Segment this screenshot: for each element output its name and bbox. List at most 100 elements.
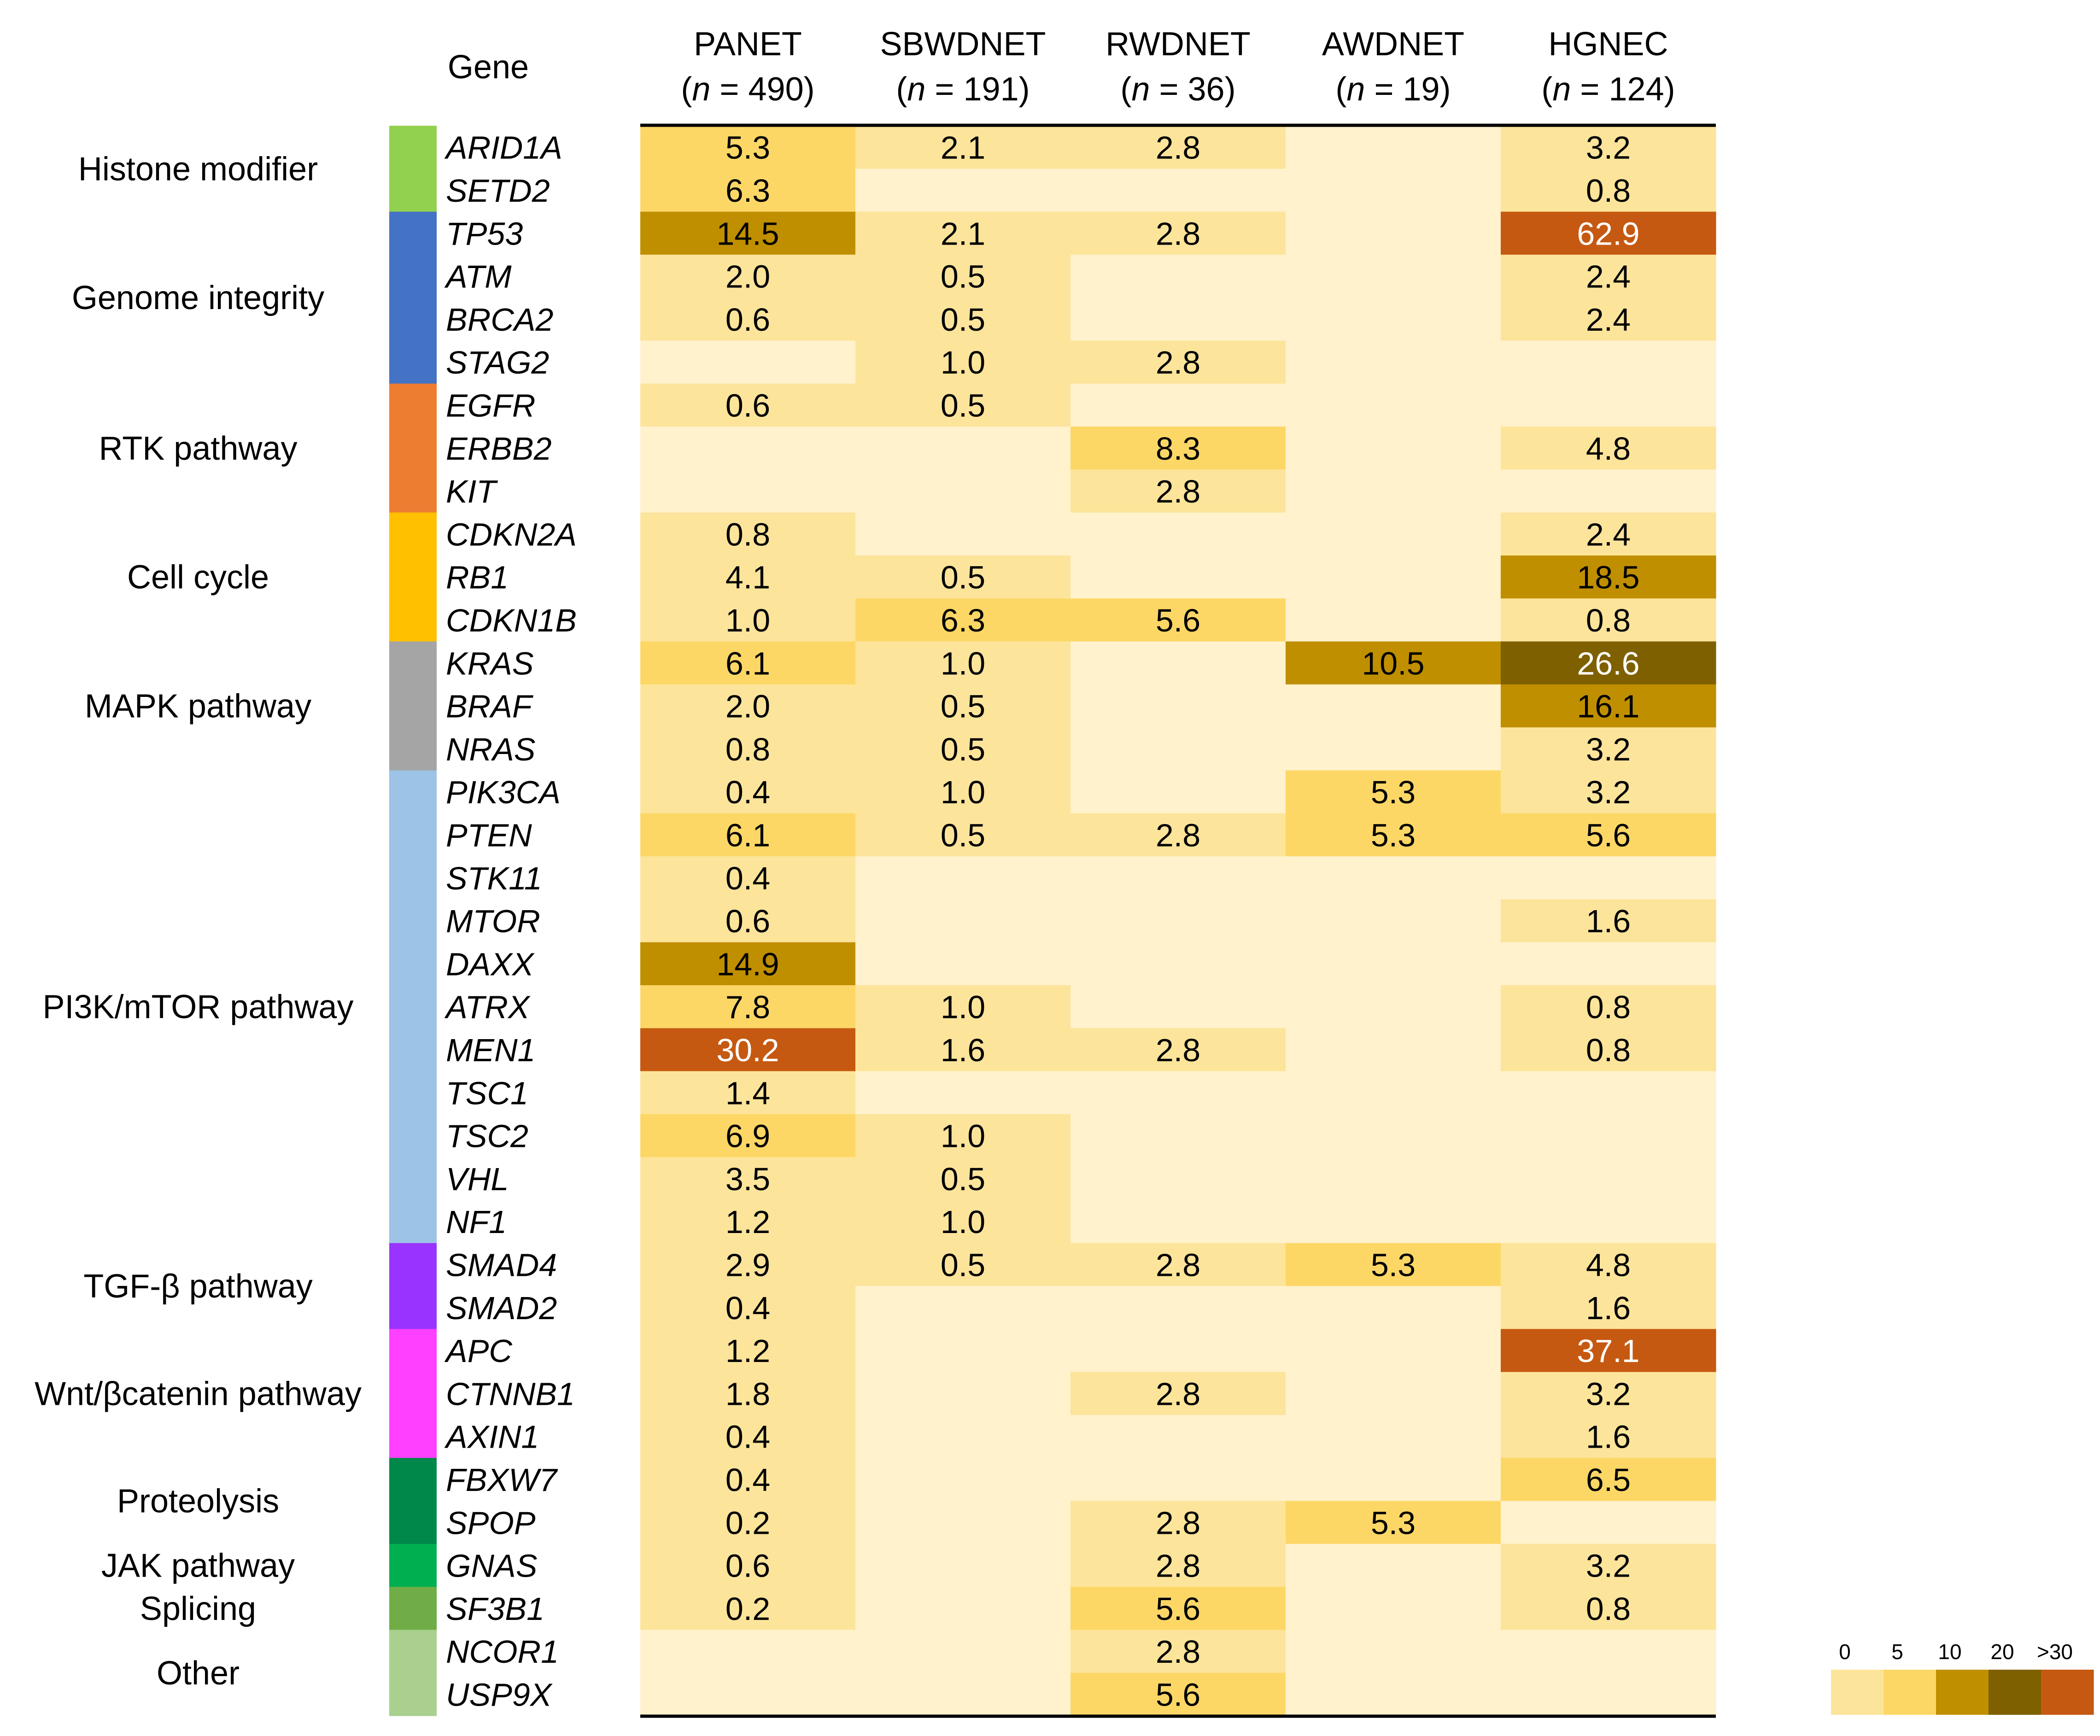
cell-stk11-panet (640, 856, 856, 900)
cell-apc-rwdnet (1070, 1329, 1286, 1373)
cell-setd2-sbwdnet (855, 169, 1071, 212)
category-labels: Histone modifier Genome integrity RTK path… (35, 151, 362, 1692)
cell-fbxw7-panet (640, 1458, 856, 1502)
cell-kras-hgnec (1501, 641, 1716, 685)
gene-label-pten: PTEN (446, 817, 532, 853)
cell-kras-sbwdnet (855, 641, 1071, 685)
category-bar-splicing (389, 1587, 437, 1631)
cell-pik3ca-sbwdnet (855, 770, 1071, 814)
cell-mtor-rwdnet (1070, 899, 1286, 943)
category-bar-genome-integrity (389, 211, 437, 384)
value-kras-hgnec: 26.6 (1577, 645, 1639, 681)
cell-spop-awdnet (1286, 1501, 1501, 1544)
cell-stk11-awdnet (1286, 856, 1501, 900)
gene-label-smad2: SMAD2 (446, 1290, 557, 1326)
legend-label-4: >30 (2037, 1640, 2073, 1664)
cell-sf3b1-sbwdnet (855, 1587, 1071, 1631)
value-tp53-hgnec: 62.9 (1577, 216, 1639, 251)
cell-ncor1-sbwdnet (855, 1630, 1071, 1673)
cell-tsc2-hgnec (1501, 1114, 1716, 1157)
gene-label-atm: ATM (444, 259, 512, 295)
cell-kras-panet (640, 641, 856, 685)
cell-ctnnb1-sbwdnet (855, 1372, 1071, 1415)
category-bar-cell-cycle (389, 512, 437, 642)
cell-cdkn1b-rwdnet (1070, 598, 1286, 642)
cell-atrx-awdnet (1286, 985, 1501, 1029)
cell-nf1-sbwdnet (855, 1200, 1071, 1244)
category-color-bars (389, 126, 437, 1716)
gene-label-setd2: SETD2 (446, 173, 550, 209)
cell-gnas-hgnec (1501, 1543, 1716, 1587)
cell-brca2-panet (640, 298, 856, 341)
value-gnas-hgnec: 3.2 (1586, 1548, 1631, 1584)
cell-axin1-hgnec (1501, 1415, 1716, 1458)
value-apc-panet: 1.2 (725, 1333, 770, 1369)
value-atm-panet: 2.0 (725, 259, 770, 295)
value-arid1a-sbwdnet: 2.1 (941, 130, 985, 166)
cell-tsc1-rwdnet (1070, 1071, 1286, 1115)
cell-brca2-sbwdnet (855, 298, 1071, 341)
cell-rb1-panet (640, 555, 856, 599)
legend-swatch-4 (2041, 1670, 2094, 1715)
cell-egfr-awdnet (1286, 383, 1501, 427)
value-smad2-panet: 0.4 (725, 1290, 770, 1326)
gene-label-rb1: RB1 (446, 560, 509, 596)
cell-atrx-sbwdnet (855, 985, 1071, 1029)
cell-nf1-hgnec (1501, 1200, 1716, 1244)
cell-arid1a-rwdnet (1070, 126, 1286, 169)
value-brca2-sbwdnet: 0.5 (941, 302, 985, 338)
value-cdkn2a-hgnec: 2.4 (1586, 516, 1631, 552)
value-ncor1-rwdnet: 2.8 (1156, 1634, 1200, 1670)
cell-tsc1-awdnet (1286, 1071, 1501, 1115)
cell-smad4-hgnec (1501, 1243, 1716, 1286)
cell-stag2-panet (640, 340, 856, 384)
cell-stag2-rwdnet (1070, 340, 1286, 384)
value-spop-panet: 0.2 (725, 1505, 770, 1541)
cell-apc-sbwdnet (855, 1329, 1071, 1373)
gene-label-ncor1: NCOR1 (446, 1634, 559, 1670)
cell-cdkn1b-awdnet (1286, 598, 1501, 642)
value-nras-hgnec: 3.2 (1586, 731, 1631, 767)
value-kit-rwdnet: 2.8 (1156, 473, 1200, 509)
cell-sf3b1-hgnec (1501, 1587, 1716, 1631)
value-setd2-panet: 6.3 (725, 173, 770, 209)
value-braf-sbwdnet: 0.5 (941, 689, 985, 725)
value-tsc2-sbwdnet: 1.0 (941, 1118, 985, 1154)
category-label-mapk-pathway: MAPK pathway (85, 688, 311, 725)
cell-pten-awdnet (1286, 813, 1501, 857)
value-ctnnb1-hgnec: 3.2 (1586, 1376, 1631, 1412)
value-rb1-hgnec: 18.5 (1577, 560, 1639, 596)
cell-mtor-awdnet (1286, 899, 1501, 943)
column-n-sbwdnet: (n = 191) (896, 71, 1030, 108)
legend-swatch-0 (1831, 1670, 1884, 1715)
value-fbxw7-panet: 0.4 (725, 1462, 770, 1498)
value-axin1-panet: 0.4 (725, 1419, 770, 1455)
value-arid1a-panet: 5.3 (725, 130, 770, 166)
cell-usp9x-panet (640, 1672, 856, 1716)
value-nf1-sbwdnet: 1.0 (941, 1204, 985, 1240)
gene-label-spop: SPOP (446, 1505, 536, 1541)
cell-setd2-panet (640, 169, 856, 212)
value-mtor-panet: 0.6 (725, 903, 770, 939)
value-smad4-sbwdnet: 0.5 (941, 1247, 985, 1283)
value-gnas-panet: 0.6 (725, 1548, 770, 1584)
gene-label-stk11: STK11 (446, 860, 542, 896)
category-bar-jak-pathway (389, 1543, 437, 1587)
gene-label-axin1: AXIN1 (444, 1419, 539, 1455)
cell-mtor-hgnec (1501, 899, 1716, 943)
category-label-wnt-catenin-pathway: Wnt/βcatenin pathway (35, 1375, 362, 1412)
cell-sf3b1-panet (640, 1587, 856, 1631)
cell-spop-rwdnet (1070, 1501, 1286, 1544)
column-n-hgnec: (n = 124) (1541, 71, 1675, 108)
value-pten-awdnet: 5.3 (1371, 817, 1416, 853)
value-tsc2-panet: 6.9 (725, 1118, 770, 1154)
gene-label-ctnnb1: CTNNB1 (446, 1376, 575, 1412)
value-axin1-hgnec: 1.6 (1586, 1419, 1631, 1455)
cell-pten-sbwdnet (855, 813, 1071, 857)
cell-ctnnb1-panet (640, 1372, 856, 1415)
cell-atm-rwdnet (1070, 254, 1286, 298)
gene-label-brca2: BRCA2 (446, 302, 553, 338)
category-label-proteolysis: Proteolysis (117, 1483, 279, 1520)
value-stag2-rwdnet: 2.8 (1156, 345, 1200, 380)
value-arid1a-hgnec: 3.2 (1586, 130, 1631, 166)
